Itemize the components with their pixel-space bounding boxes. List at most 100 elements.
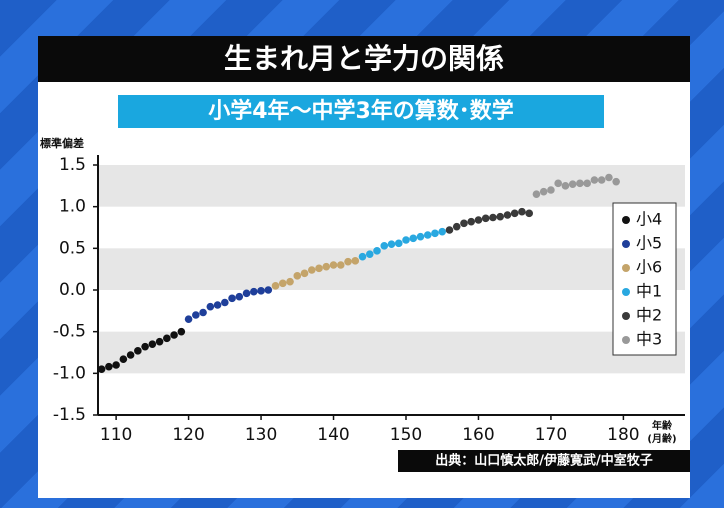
x-tick-label: 120 (172, 425, 204, 445)
point (286, 277, 294, 286)
point (605, 173, 613, 182)
chart-subtitle: 小学4年～中学3年の算数･数学 (208, 98, 514, 124)
point (583, 179, 591, 188)
point (423, 231, 432, 239)
legend-label: 小4 (636, 210, 662, 229)
x-tick-label: 110 (100, 425, 132, 445)
point (532, 190, 541, 198)
point (576, 179, 584, 188)
point (612, 177, 620, 186)
point (278, 279, 287, 288)
point (336, 261, 345, 269)
point (315, 264, 323, 273)
y-tick-label: 0.0 (59, 280, 86, 300)
point (481, 214, 490, 223)
point (242, 289, 251, 298)
y-tick-label: 0.5 (59, 238, 86, 258)
point (467, 217, 476, 226)
point (126, 351, 135, 359)
point (112, 361, 120, 369)
point (365, 250, 374, 258)
point (264, 286, 273, 294)
point (358, 252, 367, 261)
point (163, 334, 171, 343)
y-tick-label: -0.5 (53, 322, 86, 342)
point (597, 176, 606, 184)
point (213, 301, 222, 309)
point (438, 227, 447, 236)
point (250, 287, 258, 296)
point (445, 226, 454, 234)
point (199, 308, 207, 317)
x-tick-label: 170 (535, 425, 567, 445)
x-axis-label: (月齢) (647, 432, 676, 445)
point (351, 257, 360, 265)
legend-marker (622, 288, 630, 296)
point (97, 365, 106, 373)
grid-band (98, 331, 685, 374)
grid-band (98, 248, 685, 290)
point (568, 180, 577, 188)
point (329, 261, 338, 269)
point (235, 292, 244, 301)
y-tick-label: -1.0 (53, 363, 86, 383)
y-tick-label: 1.5 (59, 155, 86, 175)
point (518, 207, 526, 216)
point (206, 302, 215, 311)
point (373, 247, 381, 255)
point (489, 213, 497, 222)
y-axis-label: 標準偏差 (40, 136, 84, 150)
x-axis-label: 年齢 (652, 419, 673, 432)
point (503, 211, 512, 219)
legend-label: 中3 (636, 330, 662, 349)
legend-marker (622, 240, 630, 248)
legend-label: 中1 (636, 282, 662, 301)
point (525, 209, 533, 218)
x-tick-label: 180 (607, 425, 639, 445)
point (387, 240, 396, 248)
point (228, 294, 236, 303)
title-bar (38, 36, 690, 82)
point (590, 176, 599, 184)
legend-marker (622, 336, 630, 344)
y-tick-label: -1.5 (53, 405, 86, 425)
point (184, 315, 193, 323)
point (177, 327, 186, 336)
point (344, 257, 352, 266)
point (322, 262, 331, 271)
point (170, 331, 178, 339)
legend: 小4 小5 小6 中1 中2 中3 (612, 202, 677, 356)
point (141, 342, 149, 351)
subtitle-box (118, 95, 604, 128)
point (307, 266, 316, 274)
point (148, 340, 157, 348)
x-tick-label: 140 (317, 425, 349, 445)
legend-label: 小5 (636, 234, 662, 253)
point (409, 234, 418, 243)
point (547, 186, 555, 194)
point (119, 355, 128, 363)
point (402, 236, 410, 244)
point (293, 272, 302, 280)
source-bar (398, 450, 690, 472)
point (474, 216, 483, 224)
point (561, 182, 570, 190)
point (510, 209, 519, 218)
x-tick-label: 130 (245, 425, 277, 445)
legend-marker (622, 264, 630, 272)
point (155, 337, 164, 346)
legend-marker (622, 216, 630, 224)
point (271, 282, 280, 290)
x-tick-label: 150 (390, 425, 422, 445)
point (221, 298, 229, 307)
legend-label: 小6 (636, 258, 662, 277)
point (431, 229, 439, 238)
point (192, 311, 200, 319)
grid-band (98, 165, 685, 207)
point (105, 362, 113, 371)
point (452, 222, 461, 231)
point (416, 232, 425, 241)
point (460, 219, 468, 228)
point (539, 187, 548, 196)
